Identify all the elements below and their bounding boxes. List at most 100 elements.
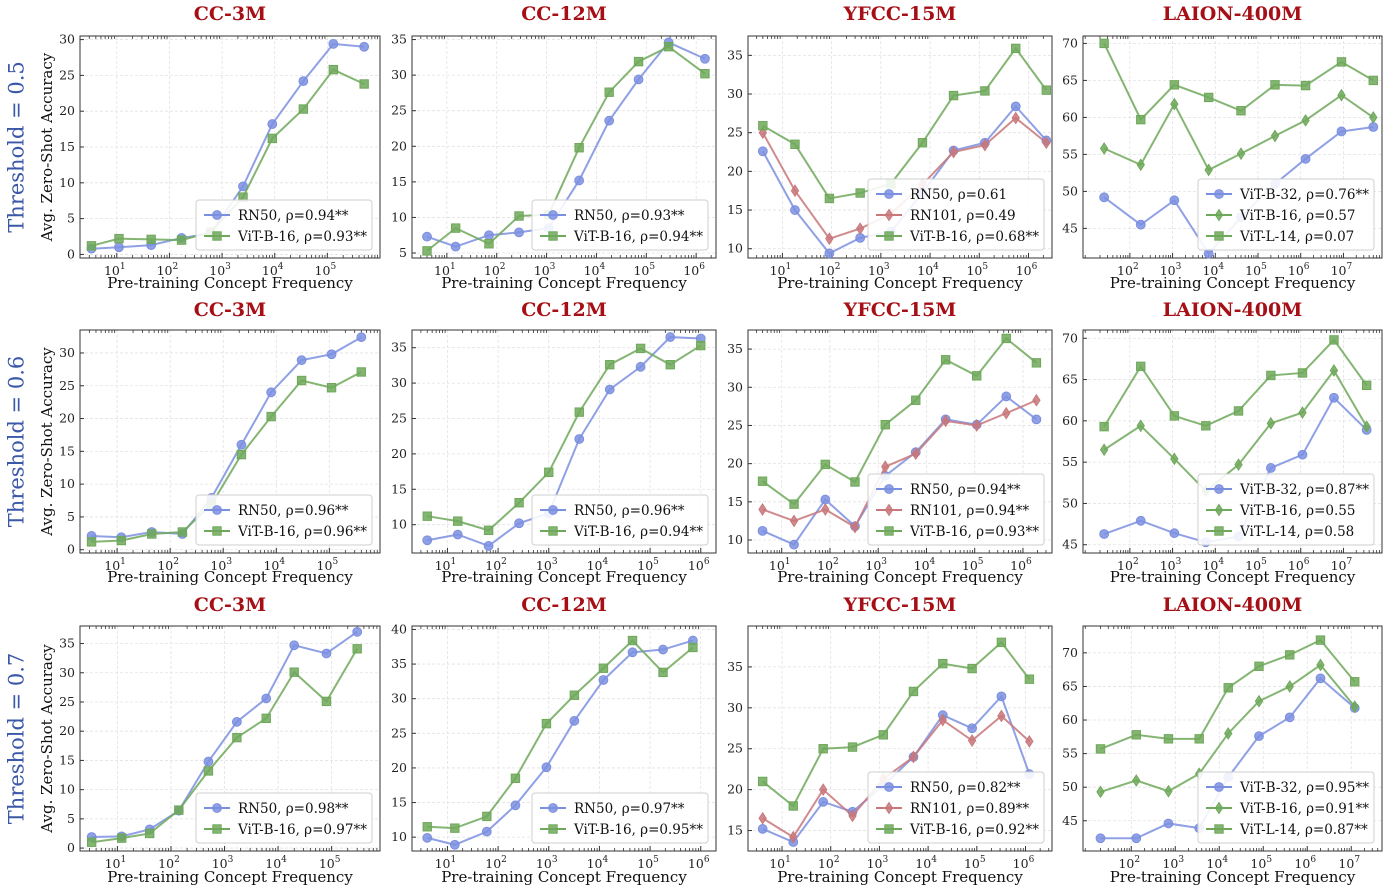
legend-marker [1214, 208, 1224, 222]
data-point-vit-b-16 [203, 766, 214, 776]
x-tick-exponent: 3 [1176, 557, 1182, 567]
x-tick-exponent: 2 [500, 262, 506, 272]
y-tick-label: 50 [1062, 495, 1078, 510]
data-point-vit-b-16 [948, 90, 959, 101]
data-point-vit-b-16 [757, 476, 768, 486]
data-point-vit-b-16 [1285, 680, 1294, 693]
data-point-vit-b-16 [510, 773, 521, 784]
data-point-vit-b-16 [1170, 97, 1179, 111]
y-tick-label: 25 [391, 103, 407, 118]
subplot-title: CC-3M [194, 299, 266, 321]
data-point-vit-l-14 [1136, 114, 1146, 125]
legend-box [1197, 473, 1375, 546]
data-point-vit-b-16 [820, 459, 830, 470]
legend-entry: ViT-B-16, ρ=0.93** [237, 229, 367, 245]
data-point-rn50 [627, 647, 638, 658]
data-point-vit-b-32 [1163, 818, 1174, 829]
data-point-vit-b-16 [1011, 43, 1021, 54]
x-tick-exponent: 3 [883, 855, 889, 865]
data-point-vit-b-16 [541, 718, 552, 729]
data-point-vit-b-16 [818, 744, 828, 754]
data-point-rn50 [484, 230, 494, 241]
legend-entry: ViT-B-32, ρ=0.76** [1239, 187, 1369, 203]
data-point-rn101 [790, 184, 800, 198]
y-tick-label: 35 [391, 32, 407, 47]
data-point-vit-b-32 [1254, 731, 1264, 742]
data-point-vit-b-16 [700, 69, 710, 79]
legend-entry: RN50, ρ=0.98** [238, 801, 349, 817]
y-tick-label: 10 [59, 476, 75, 491]
data-point-rn50 [296, 355, 307, 366]
data-point-vit-b-16 [908, 686, 919, 697]
x-tick-exponent: 1 [450, 262, 456, 272]
data-point-vit-b-16 [1362, 420, 1371, 434]
y-tick-label: 65 [1062, 372, 1078, 387]
x-tick-exponent: 1 [121, 855, 127, 865]
data-point-vit-b-32 [1329, 392, 1339, 403]
data-point-rn50 [574, 434, 585, 444]
data-point-rn50 [665, 332, 676, 342]
data-point-rn50 [267, 119, 278, 129]
legend-entry: ViT-B-16, ρ=0.57 [1239, 208, 1355, 224]
data-point-rn101 [967, 734, 977, 747]
data-point-rn50 [514, 227, 524, 238]
x-tick-label: 106 [688, 557, 710, 573]
data-point-vit-b-32 [1368, 122, 1379, 132]
data-point-vit-b-16 [232, 732, 242, 743]
legend-marker [884, 189, 894, 199]
legend-marker [212, 505, 222, 515]
x-tick-exponent: 3 [225, 262, 231, 272]
subplot-title: LAION-400M [1163, 3, 1303, 25]
data-point-rn50 [541, 762, 552, 773]
plot-frame [1082, 329, 1383, 554]
data-point-vit-b-16 [824, 193, 835, 204]
data-point-rn50 [422, 231, 432, 242]
y-tick-label: 30 [391, 67, 407, 82]
x-tick-exponent: 3 [1178, 855, 1184, 865]
y-tick-label: 60 [1062, 712, 1078, 727]
legend-box [1197, 178, 1375, 251]
data-point-vit-b-16 [177, 527, 188, 537]
y-tick-label: 20 [391, 446, 407, 461]
data-point-vit-b-16 [1316, 658, 1325, 672]
row-label: Threshold = 0.5 [5, 61, 29, 232]
data-point-vit-b-16 [482, 811, 492, 822]
x-tick-exponent: 5 [649, 262, 655, 272]
y-axis-label: Avg. Zero-Shot Accuracy [38, 52, 56, 242]
data-point-rn50 [359, 41, 370, 52]
legend-marker [1214, 782, 1224, 792]
data-point-rn101 [938, 713, 947, 727]
data-point-vit-b-16 [147, 529, 157, 539]
legend-entry: RN101, ρ=0.94** [910, 503, 1029, 519]
y-tick-label: 30 [59, 32, 75, 47]
data-point-vit-l-14 [1315, 635, 1326, 645]
data-point-rn50 [818, 797, 829, 807]
x-tick-exponent: 3 [552, 557, 558, 567]
legend-marker [1214, 189, 1224, 199]
y-tick-label: 70 [1062, 645, 1078, 660]
data-point-vit-b-16 [1270, 129, 1280, 143]
legend: ViT-B-32, ρ=0.87** ViT-B-16, ρ=0.55 ViT-L-… [1197, 473, 1375, 546]
data-point-vit-l-14 [1136, 361, 1146, 372]
data-point-vit-b-16 [326, 383, 337, 393]
legend: RN50, ρ=0.61 RN101, ρ=0.49 ViT-B-16, ρ=0.6… [867, 178, 1045, 251]
data-point-rn50 [450, 241, 461, 252]
y-tick-label: 25 [59, 67, 75, 82]
data-point-rn50 [820, 494, 831, 505]
y-tick-label: 15 [59, 752, 75, 767]
legend-box [531, 792, 709, 844]
y-tick-label: 0 [67, 246, 75, 261]
row-label: Threshold = 0.6 [5, 356, 29, 527]
x-tick-exponent: 4 [600, 262, 606, 272]
x-tick-exponent: 2 [835, 262, 841, 272]
data-point-vit-b-32 [1336, 126, 1347, 137]
x-tick-exponent: 2 [834, 855, 840, 865]
data-point-rn50 [1001, 391, 1012, 402]
series-line-rn50 [762, 694, 1031, 844]
x-tick-exponent: 3 [884, 262, 890, 272]
y-tick-label: 25 [727, 125, 743, 140]
data-point-vit-b-16 [1204, 163, 1213, 177]
x-tick-exponent: 6 [1032, 262, 1038, 272]
legend-entry: ViT-B-16, ρ=0.94** [573, 524, 703, 540]
legend-entry: ViT-L-14, ρ=0.87** [1239, 822, 1368, 838]
